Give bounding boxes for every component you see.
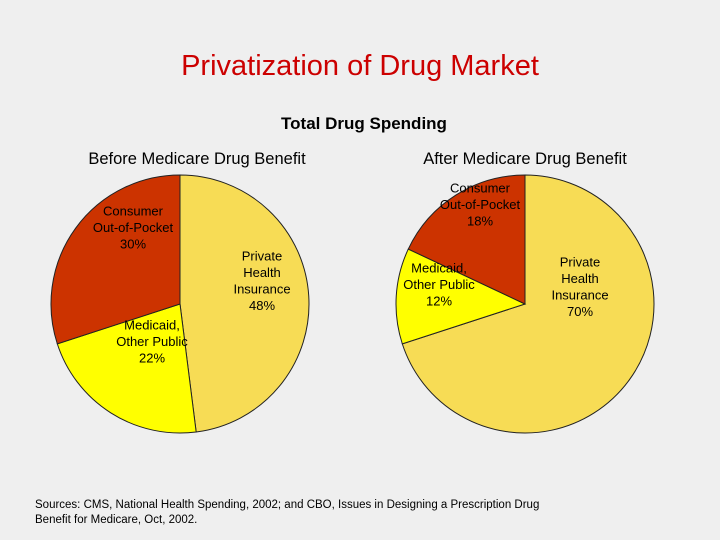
pie-title-before: Before Medicare Drug Benefit [88,150,306,168]
pie-slice-before-consumer-out-of-pocket [50,174,181,345]
pie-slice-after-medicaid-other-public [395,248,527,345]
slice-label-before-medicaid-other-public: Medicaid, Other Public 22% [116,318,188,366]
pie-slice-before-medicaid-other-public [56,303,197,434]
chart-title: Total Drug Spending [281,114,447,133]
slice-label-before-private-health-insurance: Private Health Insurance 48% [233,248,290,313]
pie-slice-before-private-health-insurance [179,174,310,433]
slice-label-after-private-health-insurance: Private Health Insurance 70% [551,254,608,319]
pie-slice-after-consumer-out-of-pocket [407,174,526,305]
slice-label-after-consumer-out-of-pocket: Consumer Out-of-Pocket 18% [440,181,521,229]
source-note: Sources: CMS, National Health Spending, … [35,499,540,526]
pie-title-after: After Medicare Drug Benefit [423,150,627,168]
slice-label-after-medicaid-other-public: Medicaid, Other Public 12% [403,261,475,309]
slide-title: Privatization of Drug Market [181,50,539,82]
slice-label-before-consumer-out-of-pocket: Consumer Out-of-Pocket 30% [93,204,174,252]
pie-slice-after-private-health-insurance [401,174,655,434]
